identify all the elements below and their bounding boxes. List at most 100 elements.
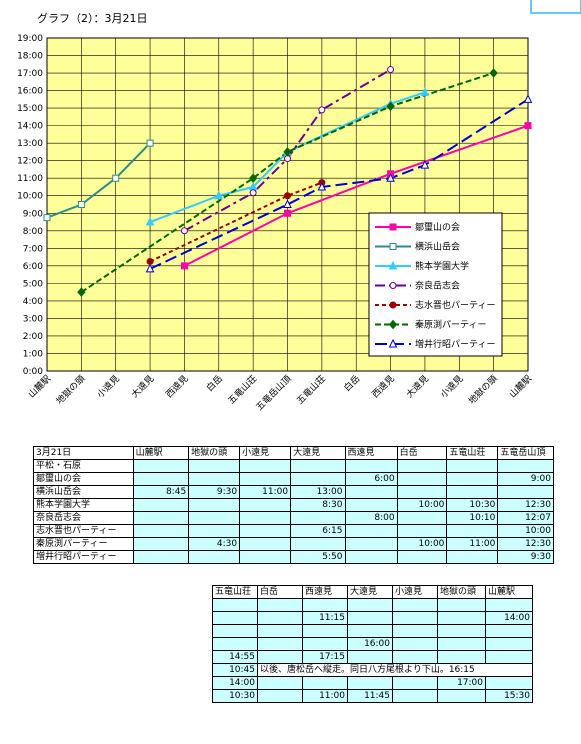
time-cell <box>446 485 499 499</box>
table-row: 志水晋也パーティー 6:15 10:00 <box>33 524 554 538</box>
data-point <box>388 260 398 270</box>
table-row: 増井行昭パーティー 5:50 9:30 <box>33 550 554 564</box>
y-tick-label: 2:00 <box>23 332 43 342</box>
time-cell <box>437 598 486 612</box>
time-cell <box>257 598 303 612</box>
time-cell <box>344 550 398 564</box>
data-point <box>284 192 291 200</box>
time-cell <box>497 485 554 499</box>
data-point <box>388 338 398 348</box>
x-tick-label: 地獄の頭 <box>466 373 500 407</box>
time-cell <box>437 689 486 703</box>
route-note: 以後、唐松岳へ縦走。同日八方尾根より下山。16:15 <box>257 663 533 677</box>
table-row: 熊本学園大学 8:30 10:00 10:30 12:30 <box>33 498 554 512</box>
table-row: 10:45 以後、唐松岳へ縦走。同日八方尾根より下山。16:15 <box>212 663 533 677</box>
x-tick-label: 五竜山荘 <box>225 373 259 407</box>
y-tick-label: 12:00 <box>17 157 43 167</box>
time-cell <box>344 498 398 512</box>
data-point <box>77 201 85 208</box>
data-point <box>420 159 430 169</box>
page-title: グラフ（2）：3月21日 <box>37 12 148 25</box>
series-line <box>183 124 529 267</box>
data-point <box>77 287 86 297</box>
time-cell: 16:00 <box>347 637 393 651</box>
timetable-ascent: 3月21日 山麓駅 地獄の頭 小遠見 大遠見 西遠見 白岳 五竜山荘 五竜岳山頂 平松・石原 鄒璽山… <box>33 446 554 564</box>
time-cell <box>132 498 190 512</box>
party-name-cell: 横浜山岳会 <box>33 485 134 499</box>
data-point <box>283 199 292 208</box>
data-point <box>523 94 533 103</box>
time-cell <box>239 511 292 525</box>
legend-label: 熊本学園大学 <box>415 260 469 272</box>
time-cell <box>290 511 346 525</box>
table-header-cell: 3月21日 <box>33 446 134 460</box>
time-cell <box>188 550 241 564</box>
party-name-cell: 増井行昭パーティー <box>33 550 134 564</box>
time-cell <box>239 459 292 473</box>
data-point <box>145 263 155 273</box>
y-tick-label: 9:00 <box>23 209 43 219</box>
line-chart: 0:00 1:00 2:00 3:00 4:00 5:00 6:00 7:00 8:00 9:00… <box>17 34 534 413</box>
time-cell <box>347 598 393 612</box>
legend-label: 秦原渕パーティー <box>415 319 486 331</box>
time-cell: 12:30 <box>497 498 554 512</box>
time-cell <box>188 498 241 512</box>
data-point <box>489 68 498 78</box>
time-cell: 11:00 <box>302 689 348 703</box>
table-row <box>212 598 533 612</box>
time-cell <box>392 598 438 612</box>
data-point <box>389 301 397 309</box>
table-header-cell: 大遠見 <box>290 446 346 460</box>
table-header-cell: 五竜山荘 <box>446 446 499 460</box>
time-cell <box>392 676 438 690</box>
time-cell: 4:30 <box>188 537 241 551</box>
time-cell <box>257 676 303 690</box>
series-line <box>149 181 323 263</box>
time-cell <box>392 624 438 638</box>
x-tick-label: 白岳 <box>341 373 362 394</box>
time-cell <box>132 472 190 486</box>
time-cell <box>239 537 292 551</box>
table-row <box>212 624 533 638</box>
data-point <box>387 66 395 74</box>
time-cell <box>290 537 346 551</box>
time-cell <box>132 537 190 551</box>
x-tick-label: 白岳 <box>204 373 225 394</box>
time-cell: 9:30 <box>497 550 554 564</box>
party-name-cell: 奈良岳志会 <box>33 511 134 525</box>
party-name-cell: 熊本学園大学 <box>33 498 134 512</box>
time-cell: 14:00 <box>212 676 258 690</box>
time-cell <box>344 459 398 473</box>
time-cell <box>302 624 348 638</box>
data-point <box>283 147 292 157</box>
legend-label: 横浜山岳会 <box>415 241 460 253</box>
time-cell <box>257 650 303 664</box>
time-cell: 12:07 <box>497 511 554 525</box>
time-cell <box>347 624 393 638</box>
time-cell <box>212 624 258 638</box>
time-cell <box>497 459 554 473</box>
x-tick-label: 大遠見 <box>129 373 157 401</box>
legend-label: 鄒璽山の会 <box>415 221 460 233</box>
y-tick-label: 19:00 <box>17 34 43 44</box>
time-cell: 5:50 <box>290 550 346 564</box>
time-cell <box>485 624 533 638</box>
legend-label: 奈良岳志会 <box>415 280 460 292</box>
time-cell <box>446 459 499 473</box>
time-cell <box>212 637 258 651</box>
time-cell <box>257 689 303 703</box>
x-tick-label: 五竜山荘 <box>294 373 328 407</box>
data-point <box>180 227 188 235</box>
time-cell: 11:15 <box>302 611 348 625</box>
y-tick-label: 7:00 <box>23 244 43 254</box>
time-cell <box>437 624 486 638</box>
table-row: 11:15 14:00 <box>212 611 533 625</box>
data-point <box>524 122 532 130</box>
series-line <box>149 91 426 223</box>
time-cell <box>347 650 393 664</box>
table-header-cell: 地獄の頭 <box>188 446 241 460</box>
time-cell <box>396 459 448 473</box>
table-row: 16:00 <box>212 637 533 651</box>
time-cell <box>437 611 486 625</box>
time-cell: 10:00 <box>396 537 448 551</box>
